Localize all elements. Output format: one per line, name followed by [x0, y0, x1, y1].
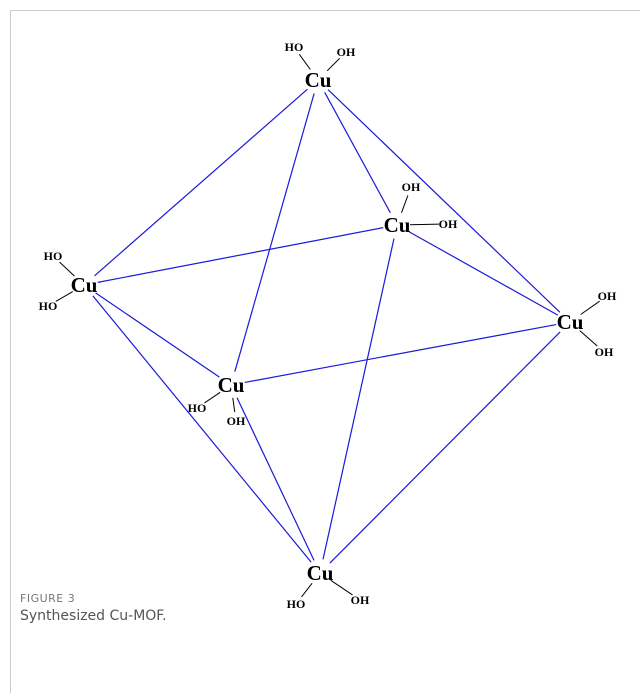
hydroxyl: HO — [44, 249, 63, 263]
bond — [55, 291, 74, 302]
edge — [92, 295, 312, 563]
bond — [204, 391, 221, 404]
hydroxyl: HO — [39, 299, 58, 313]
hydroxyl: OH — [598, 289, 617, 303]
edge — [234, 93, 315, 372]
bond — [59, 261, 75, 277]
hydroxyl: OH — [337, 45, 356, 59]
hydroxyl: OH — [402, 180, 421, 194]
cu-atom: Cu — [71, 273, 98, 297]
cu-atom: Cu — [557, 310, 584, 334]
cu-atom: Cu — [307, 561, 334, 585]
bond — [326, 58, 340, 72]
edge — [94, 88, 308, 277]
hydroxyl: OH — [439, 217, 458, 231]
edge — [95, 292, 220, 378]
bond — [232, 397, 236, 413]
hydroxyl: HO — [188, 401, 207, 415]
edge — [324, 92, 391, 213]
edges — [92, 88, 561, 564]
edge — [408, 231, 559, 316]
hydroxyl: HO — [285, 40, 304, 54]
caption: FIGURE 3 Synthesized Cu-MOF. — [20, 592, 167, 624]
bond — [330, 579, 353, 596]
hydroxyl: OH — [351, 593, 370, 607]
edge — [236, 397, 315, 561]
edge — [329, 331, 561, 564]
cu-atom: Cu — [305, 68, 332, 92]
bond — [298, 53, 311, 70]
bond — [579, 330, 598, 347]
edge — [327, 89, 561, 313]
edge — [322, 238, 395, 560]
caption-text: Synthesized Cu-MOF. — [20, 608, 167, 624]
bond — [301, 582, 313, 598]
cu-atom: Cu — [384, 213, 411, 237]
cu-atom: Cu — [218, 373, 245, 397]
caption-label: FIGURE 3 — [20, 592, 76, 605]
edge — [97, 227, 384, 283]
hydroxyl: OH — [227, 414, 246, 428]
edge — [244, 323, 557, 384]
bond — [580, 300, 600, 315]
hydroxyl: HO — [287, 597, 306, 611]
bond — [401, 195, 409, 213]
bond — [409, 223, 440, 226]
hydroxyl: OH — [595, 345, 614, 359]
